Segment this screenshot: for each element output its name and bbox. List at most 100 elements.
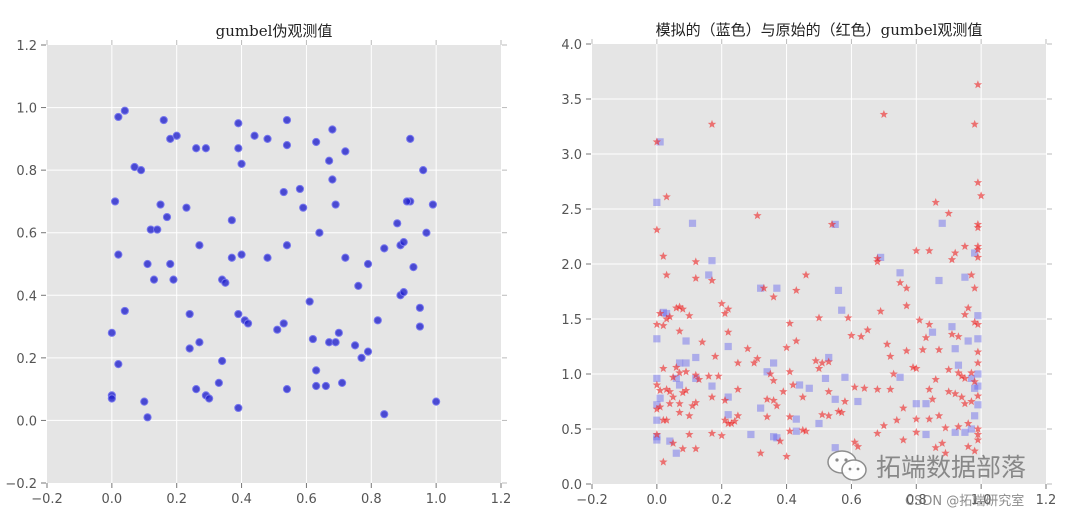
data-point xyxy=(818,358,827,367)
data-point xyxy=(841,373,849,381)
data-point xyxy=(954,332,963,341)
data-point xyxy=(974,370,982,378)
data-point xyxy=(788,380,798,389)
data-point xyxy=(973,245,983,254)
data-point xyxy=(169,275,178,284)
data-point xyxy=(922,400,930,408)
data-point xyxy=(672,374,680,382)
data-point xyxy=(756,448,765,457)
data-point xyxy=(785,319,794,327)
data-point xyxy=(750,358,759,367)
data-point xyxy=(195,338,204,347)
data-point xyxy=(205,394,214,403)
data-point xyxy=(766,369,775,378)
x-tick-label: 0.8 xyxy=(361,492,382,507)
data-point xyxy=(915,315,924,324)
data-point xyxy=(662,385,671,393)
data-point xyxy=(652,137,661,146)
data-point xyxy=(666,437,674,445)
data-point xyxy=(711,352,720,360)
data-point xyxy=(720,309,730,318)
y-tick-label: 1.5 xyxy=(561,313,582,328)
data-point xyxy=(295,184,305,194)
data-point xyxy=(974,312,982,320)
y-tick-label: 0.5 xyxy=(561,423,582,438)
data-point xyxy=(419,166,428,175)
data-point xyxy=(688,219,697,227)
data-point xyxy=(331,200,340,209)
data-point xyxy=(827,220,837,228)
data-point xyxy=(685,311,694,320)
data-point xyxy=(782,452,791,461)
data-point xyxy=(415,303,425,312)
data-point xyxy=(834,286,843,294)
data-point xyxy=(724,411,732,419)
data-point xyxy=(770,433,778,441)
data-point xyxy=(653,374,661,382)
data-point xyxy=(234,403,243,413)
data-point xyxy=(973,223,983,232)
data-point xyxy=(973,347,983,356)
data-point xyxy=(912,414,921,423)
data-point xyxy=(234,119,243,128)
data-point xyxy=(873,254,882,263)
data-point xyxy=(312,137,321,147)
data-point xyxy=(782,343,791,352)
series-circle xyxy=(107,106,441,422)
data-point xyxy=(769,396,778,404)
data-point xyxy=(653,335,661,343)
data-point xyxy=(928,394,937,403)
x-tick-label: 0.6 xyxy=(841,493,862,508)
data-point xyxy=(753,354,762,363)
x-tick-label: 0.0 xyxy=(647,493,668,508)
data-point xyxy=(974,382,982,390)
data-point xyxy=(698,337,707,346)
data-point xyxy=(156,200,165,209)
series-star xyxy=(652,80,986,466)
data-point xyxy=(967,270,976,279)
data-point xyxy=(659,364,668,373)
data-point xyxy=(675,399,684,408)
data-point xyxy=(951,428,959,436)
data-point xyxy=(973,320,983,329)
data-point xyxy=(720,415,730,424)
data-point xyxy=(279,187,288,197)
data-point xyxy=(814,364,824,373)
data-point xyxy=(785,367,794,376)
data-point xyxy=(237,159,246,168)
data-point xyxy=(234,309,243,319)
data-point xyxy=(908,363,918,371)
data-point xyxy=(733,385,743,393)
data-point xyxy=(967,368,976,377)
data-point xyxy=(655,309,665,318)
data-point xyxy=(792,427,800,435)
data-point xyxy=(185,344,194,353)
x-tick-label: 1.2 xyxy=(1036,493,1057,508)
data-point xyxy=(681,367,691,376)
data-point xyxy=(879,421,888,430)
data-point xyxy=(775,436,785,445)
data-point xyxy=(951,389,960,398)
data-point xyxy=(136,166,146,175)
data-point xyxy=(299,203,308,212)
data-point xyxy=(380,244,389,253)
data-point xyxy=(947,255,957,264)
data-point xyxy=(672,449,680,457)
data-point xyxy=(892,415,901,424)
data-point xyxy=(662,314,671,323)
data-point xyxy=(678,304,687,313)
data-point xyxy=(769,376,778,385)
data-point xyxy=(308,334,318,344)
x-tick-label: −0.2 xyxy=(31,492,63,507)
data-point xyxy=(971,412,979,420)
data-point xyxy=(964,303,973,312)
x-tick-label: 1.0 xyxy=(426,492,447,507)
data-point xyxy=(708,257,716,265)
data-point xyxy=(772,401,781,410)
data-point xyxy=(717,431,726,440)
data-point xyxy=(964,442,973,451)
data-point xyxy=(967,397,976,406)
data-point xyxy=(974,401,982,409)
data-point xyxy=(954,422,963,431)
data-point xyxy=(973,391,983,400)
